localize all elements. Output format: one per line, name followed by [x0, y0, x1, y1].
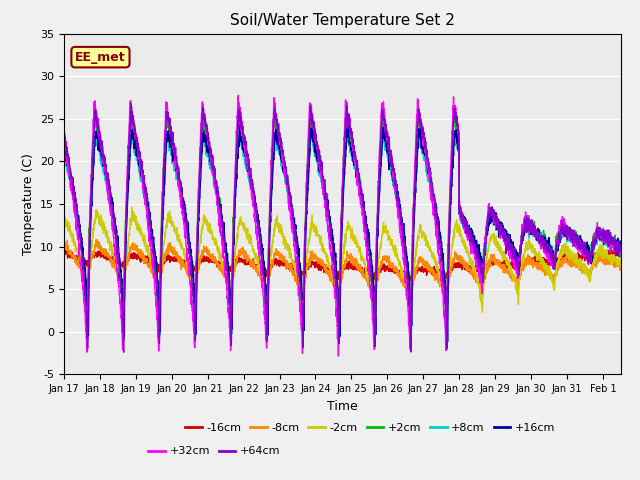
+64cm: [60, 132, 68, 137]
-16cm: [234, 257, 242, 263]
-2cm: [60, 215, 68, 221]
-16cm: [565, 251, 573, 257]
+16cm: [602, 240, 609, 245]
Line: -16cm: -16cm: [64, 247, 621, 281]
-8cm: [617, 262, 625, 268]
-8cm: [420, 260, 428, 266]
+2cm: [120, 343, 127, 348]
-16cm: [60, 247, 68, 252]
-8cm: [234, 252, 242, 258]
+32cm: [60, 135, 68, 141]
-2cm: [428, 251, 436, 256]
Legend: +32cm, +64cm: +32cm, +64cm: [144, 442, 285, 461]
+2cm: [91, 112, 99, 118]
+32cm: [234, 96, 242, 101]
+8cm: [234, 143, 242, 149]
-8cm: [565, 258, 573, 264]
-16cm: [602, 250, 609, 256]
+16cm: [60, 145, 68, 151]
+2cm: [565, 229, 573, 235]
+64cm: [565, 232, 573, 238]
Line: -8cm: -8cm: [64, 240, 621, 307]
+32cm: [335, 353, 342, 359]
+64cm: [617, 248, 625, 254]
Line: +64cm: +64cm: [64, 104, 621, 352]
+8cm: [60, 152, 68, 157]
Title: Soil/Water Temperature Set 2: Soil/Water Temperature Set 2: [230, 13, 455, 28]
-2cm: [129, 204, 136, 210]
-16cm: [614, 244, 621, 250]
-2cm: [617, 258, 625, 264]
+8cm: [428, 194, 436, 200]
Line: +16cm: +16cm: [64, 125, 621, 342]
+16cm: [234, 156, 242, 161]
+16cm: [236, 122, 243, 128]
-8cm: [428, 269, 436, 275]
+8cm: [307, 127, 315, 133]
+64cm: [602, 239, 609, 244]
-2cm: [184, 259, 191, 265]
+64cm: [428, 184, 436, 190]
+8cm: [120, 338, 128, 344]
-16cm: [428, 271, 436, 277]
+16cm: [420, 147, 428, 153]
+8cm: [565, 227, 573, 233]
+8cm: [184, 234, 191, 240]
-2cm: [420, 236, 428, 241]
+32cm: [184, 257, 191, 263]
+32cm: [428, 200, 436, 205]
+32cm: [617, 248, 625, 254]
X-axis label: Time: Time: [327, 400, 358, 413]
-2cm: [234, 223, 242, 229]
+64cm: [127, 101, 134, 107]
-8cm: [184, 265, 191, 271]
-16cm: [420, 268, 428, 274]
-8cm: [407, 304, 415, 310]
-8cm: [602, 256, 609, 262]
-8cm: [92, 237, 100, 242]
+32cm: [565, 231, 573, 237]
Line: -2cm: -2cm: [64, 207, 621, 324]
+16cm: [617, 244, 625, 250]
+2cm: [60, 138, 68, 144]
Line: +8cm: +8cm: [64, 130, 621, 341]
+32cm: [420, 139, 428, 145]
+64cm: [120, 349, 127, 355]
-2cm: [602, 249, 609, 255]
+16cm: [184, 225, 191, 230]
+2cm: [602, 230, 609, 236]
Line: +32cm: +32cm: [64, 96, 621, 356]
+16cm: [444, 339, 451, 345]
+8cm: [602, 240, 609, 246]
Text: EE_met: EE_met: [75, 51, 126, 64]
-16cm: [404, 278, 412, 284]
-16cm: [617, 252, 625, 257]
+16cm: [428, 184, 436, 190]
+64cm: [420, 136, 428, 142]
Line: +2cm: +2cm: [64, 115, 621, 346]
+64cm: [234, 111, 242, 117]
-16cm: [184, 261, 191, 266]
+2cm: [184, 234, 192, 240]
+16cm: [565, 234, 573, 240]
+2cm: [617, 251, 625, 257]
Y-axis label: Temperature (C): Temperature (C): [22, 153, 35, 255]
+64cm: [184, 239, 192, 245]
-2cm: [565, 249, 573, 254]
+8cm: [617, 241, 625, 247]
+2cm: [428, 185, 436, 191]
+2cm: [420, 142, 428, 148]
+8cm: [420, 158, 428, 164]
+32cm: [602, 238, 609, 244]
+2cm: [234, 119, 242, 124]
+32cm: [234, 93, 242, 98]
-2cm: [407, 321, 415, 326]
-8cm: [60, 240, 68, 245]
